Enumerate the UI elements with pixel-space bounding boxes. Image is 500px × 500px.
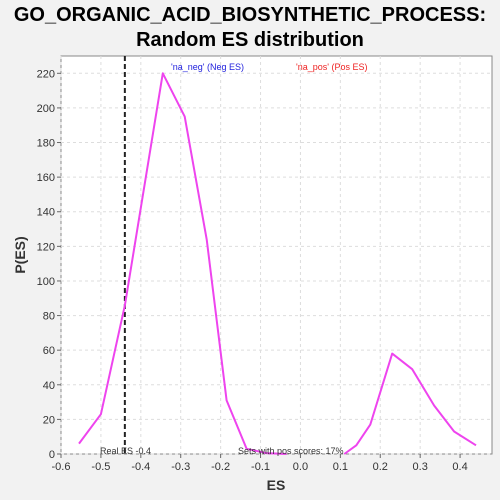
x-tick-label: -0.5 [91, 461, 110, 473]
legend-entry-pos: 'na_pos' (Pos ES) [296, 62, 367, 72]
grid-lines [60, 56, 492, 455]
y-tick-label: 220 [37, 68, 55, 80]
y-tick-label: 160 [37, 172, 55, 184]
axis-ticks: -0.6 -0.5 -0.4 -0.3 -0.2 -0.1 0.0 0.1 0.2 0.3 0.4 0… [37, 68, 468, 473]
x-tick-label: -0.4 [131, 461, 150, 473]
x-tick-label: 0.4 [452, 461, 467, 473]
x-tick-label: 0.3 [413, 461, 428, 473]
y-tick-label: 120 [37, 241, 55, 253]
series-line-pos [343, 352, 477, 455]
y-tick-label: 40 [43, 380, 55, 392]
pos-scores-annotation: Sets with pos scores: 17% [238, 446, 344, 456]
x-tick-label: 0.0 [293, 461, 308, 473]
real-es-label: Real ES -0.4 [100, 446, 151, 456]
y-tick-label: 200 [37, 103, 55, 115]
legend-entry-neg: 'na_neg' (Neg ES) [171, 62, 244, 72]
y-tick-label: 0 [49, 449, 55, 461]
x-tick-label: 0.2 [373, 461, 388, 473]
series-line-neg [78, 72, 287, 455]
y-axis-label: P(ES) [12, 236, 28, 273]
x-tick-label: 0.1 [333, 461, 348, 473]
y-tick-label: 80 [43, 311, 55, 323]
series-group [78, 72, 477, 455]
y-tick-label: 60 [43, 345, 55, 357]
x-tick-label: -0.6 [52, 461, 71, 473]
x-tick-label: -0.1 [251, 461, 270, 473]
chart-title: GO_ORGANIC_ACID_BIOSYNTHETIC_PROCESS: [14, 4, 486, 26]
x-axis-label: ES [267, 477, 286, 493]
x-tick-label: -0.2 [211, 461, 230, 473]
y-tick-label: 180 [37, 138, 55, 150]
y-tick-label: 20 [43, 414, 55, 426]
chart-subtitle: Random ES distribution [136, 29, 364, 51]
y-tick-label: 140 [37, 207, 55, 219]
y-tick-label: 100 [37, 276, 55, 288]
x-tick-label: -0.3 [171, 461, 190, 473]
